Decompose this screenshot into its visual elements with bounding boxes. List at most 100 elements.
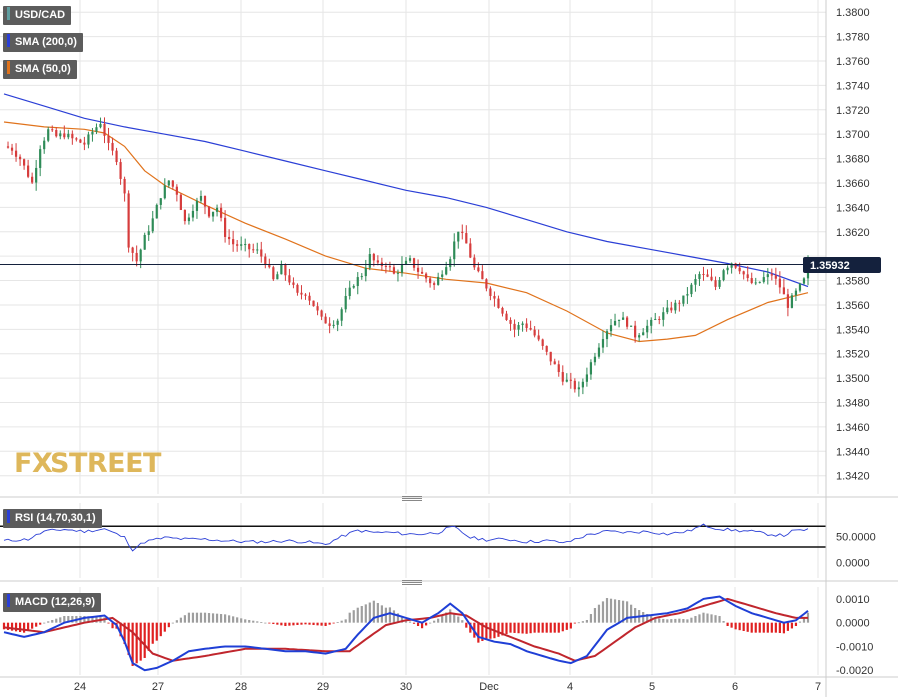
candle-body bbox=[425, 273, 428, 279]
candle bbox=[55, 127, 58, 138]
macd-histogram-bar bbox=[364, 604, 367, 623]
legend-rsi[interactable]: RSI (14,70,30,1) bbox=[3, 509, 102, 528]
candle bbox=[638, 333, 641, 342]
candle bbox=[537, 329, 540, 342]
candle-body bbox=[388, 266, 392, 268]
candle bbox=[368, 247, 371, 271]
macd-histogram-bar bbox=[557, 622, 560, 633]
candle bbox=[408, 255, 412, 263]
candle bbox=[336, 318, 339, 332]
macd-histogram-bar bbox=[441, 615, 444, 623]
macd-histogram-bar bbox=[211, 613, 215, 623]
candle-body bbox=[224, 217, 227, 237]
macd-histogram-bar bbox=[296, 622, 299, 626]
y-tick-label: 1.3780 bbox=[836, 32, 870, 44]
candle-body bbox=[609, 325, 613, 332]
macd-histogram-bar bbox=[284, 622, 287, 627]
x-tick-label: 6 bbox=[732, 681, 738, 693]
candle-body bbox=[336, 320, 339, 325]
macd-histogram-bar bbox=[151, 622, 154, 644]
candle bbox=[497, 295, 500, 309]
candle-body bbox=[384, 265, 387, 267]
candle bbox=[91, 128, 94, 142]
candle bbox=[710, 268, 713, 282]
macd-histogram-bar bbox=[505, 622, 508, 635]
macd-tick-label: 0.0000 bbox=[836, 618, 870, 630]
candle-body bbox=[107, 135, 110, 143]
candle-body bbox=[617, 319, 621, 321]
panel-resize-handle[interactable] bbox=[402, 496, 422, 502]
candle-body bbox=[429, 278, 432, 284]
candle bbox=[690, 282, 693, 298]
candle bbox=[155, 203, 158, 219]
candle bbox=[778, 271, 781, 294]
macd-histogram-bar bbox=[537, 622, 540, 633]
candle-body bbox=[650, 319, 653, 326]
candle-body bbox=[324, 316, 327, 324]
macd-histogram-bar bbox=[215, 613, 219, 623]
legend-macd[interactable]: MACD (12,26,9) bbox=[3, 593, 102, 612]
macd-histogram-bar bbox=[240, 618, 243, 623]
macd-histogram-bar bbox=[408, 621, 412, 623]
macd-histogram-bar bbox=[420, 622, 424, 629]
candle-body bbox=[621, 317, 625, 320]
macd-histogram-bar bbox=[232, 616, 235, 623]
macd-histogram-bar bbox=[746, 622, 749, 632]
macd-histogram-bar bbox=[272, 622, 275, 625]
candle bbox=[686, 287, 689, 304]
macd-histogram-bar bbox=[324, 622, 327, 627]
macd-histogram-bar bbox=[224, 614, 227, 623]
candle bbox=[75, 137, 78, 142]
candle-body bbox=[489, 288, 492, 296]
candle-body bbox=[111, 142, 114, 151]
macd-histogram-bar bbox=[47, 621, 50, 623]
candle-body bbox=[730, 263, 733, 268]
legend-usdcad[interactable]: USD/CAD bbox=[3, 6, 72, 25]
candle bbox=[18, 154, 22, 166]
candle-body bbox=[131, 247, 134, 253]
macd-histogram-bar bbox=[706, 613, 709, 623]
candle-body bbox=[87, 134, 90, 145]
macd-histogram-bar bbox=[702, 612, 705, 623]
candle-body bbox=[167, 180, 170, 186]
legend-sma200[interactable]: SMA (200,0) bbox=[3, 33, 83, 52]
legend-sma50[interactable]: SMA (50,0) bbox=[3, 60, 77, 79]
candle-body bbox=[481, 271, 484, 280]
macd-histogram-bar bbox=[400, 616, 404, 623]
candle bbox=[469, 238, 472, 259]
macd-histogram-bar bbox=[131, 622, 134, 666]
legend-swatch-icon bbox=[7, 34, 10, 47]
candle bbox=[674, 299, 677, 314]
candle-body bbox=[139, 249, 142, 262]
x-tick-label: 5 bbox=[649, 681, 655, 693]
candle bbox=[87, 131, 90, 149]
candle bbox=[288, 268, 291, 286]
candle bbox=[493, 291, 496, 307]
candle-body bbox=[404, 260, 408, 265]
candle bbox=[244, 238, 247, 252]
candle-body bbox=[416, 267, 420, 272]
candle bbox=[489, 286, 492, 301]
macd-histogram-bar bbox=[372, 600, 375, 623]
candle-body bbox=[722, 270, 725, 281]
macd-histogram-bar bbox=[71, 616, 74, 623]
macd-histogram-bar bbox=[123, 622, 126, 644]
macd-histogram-bar bbox=[135, 622, 138, 664]
candle bbox=[509, 317, 512, 331]
candle bbox=[356, 272, 359, 295]
macd-histogram-bar bbox=[143, 622, 146, 658]
panel-resize-handle[interactable] bbox=[402, 580, 422, 586]
candle bbox=[577, 381, 580, 397]
candle-body bbox=[43, 140, 46, 150]
candle bbox=[420, 267, 424, 275]
y-tick-label: 1.3480 bbox=[836, 398, 870, 410]
last-price-badge: 1.35932 bbox=[803, 257, 881, 273]
macd-histogram-bar bbox=[585, 620, 588, 623]
candle-body bbox=[47, 129, 50, 141]
candle bbox=[453, 233, 456, 267]
candle bbox=[702, 266, 705, 281]
candle bbox=[505, 310, 508, 321]
macd-histogram-bar bbox=[497, 622, 500, 637]
macd-tick-label: -0.0020 bbox=[836, 665, 873, 677]
macd-histogram-bar bbox=[392, 610, 396, 623]
